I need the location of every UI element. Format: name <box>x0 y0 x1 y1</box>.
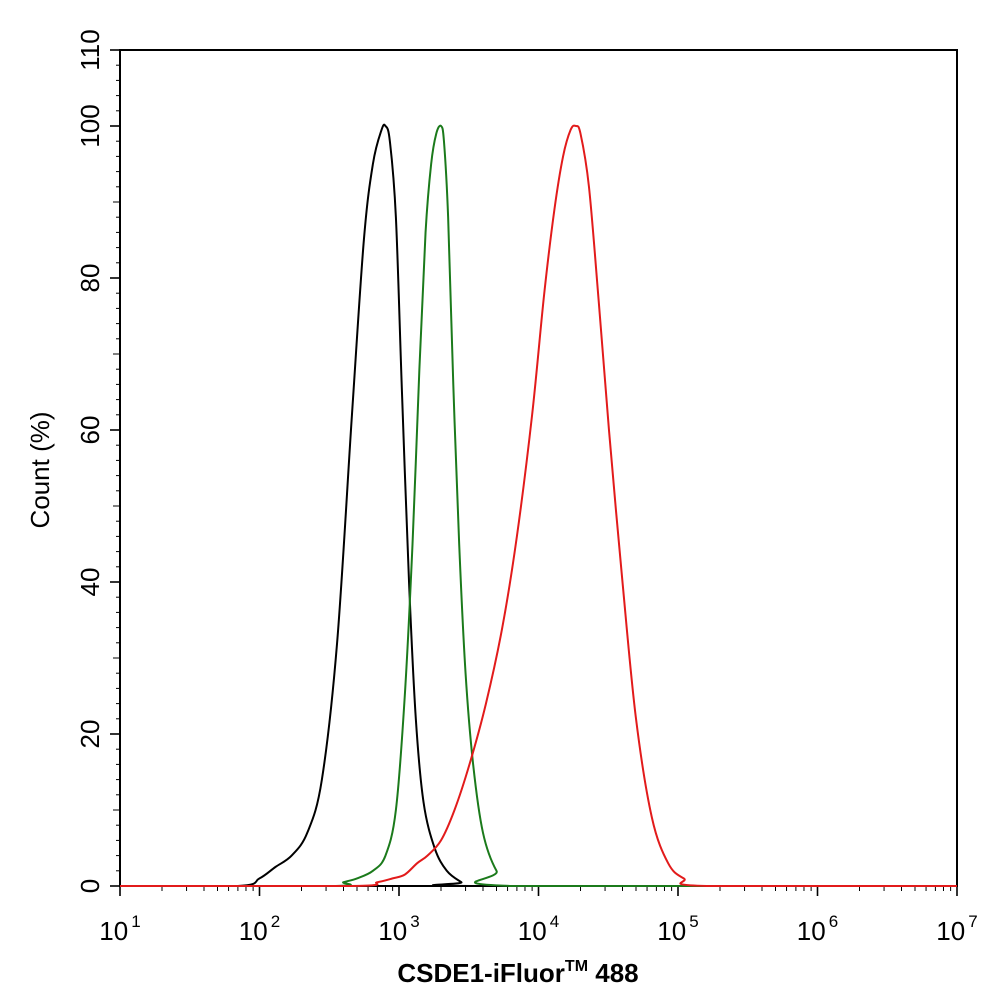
y-tick-label: 80 <box>75 264 105 293</box>
y-tick-label: 20 <box>75 720 105 749</box>
x-axis-title-tail: 488 <box>588 958 639 988</box>
x-tick-label: 10 7 <box>936 912 977 946</box>
x-axis-title-sup: TM <box>565 958 588 975</box>
x-axis-title: CSDE1-iFluorTM 488 <box>397 958 638 988</box>
y-axis-title: Count (%) <box>25 411 55 528</box>
x-tick-exponent: 4 <box>550 912 559 931</box>
x-tick-base: 10 <box>657 916 686 946</box>
x-tick-label: 10 6 <box>797 912 838 946</box>
x-tick-base: 10 <box>99 916 128 946</box>
x-tick-base: 10 <box>239 916 268 946</box>
x-tick-exponent: 6 <box>829 912 838 931</box>
x-tick-base: 10 <box>797 916 826 946</box>
x-tick-base: 10 <box>936 916 965 946</box>
x-tick-exponent: 5 <box>689 912 698 931</box>
x-tick-exponent: 2 <box>271 912 280 931</box>
x-tick-exponent: 3 <box>410 912 419 931</box>
x-tick-exponent: 7 <box>968 912 977 931</box>
x-tick-label: 10 2 <box>239 912 280 946</box>
x-axis: 10 1 10 2 10 3 10 4 10 5 10 6 10 7 <box>99 886 978 946</box>
x-axis-title-main: CSDE1-iFluor <box>397 958 565 988</box>
y-tick-label: 100 <box>75 104 105 147</box>
y-tick-label: 110 <box>75 29 105 70</box>
y-tick-label: 0 <box>75 879 105 893</box>
series-line-1 <box>120 123 957 888</box>
y-axis: 0 20 40 60 80 100 110 <box>75 29 120 893</box>
plot-frame <box>119 49 958 887</box>
x-tick-label: 10 5 <box>657 912 698 946</box>
series-line-3 <box>120 124 957 887</box>
x-tick-label: 10 4 <box>518 912 559 946</box>
x-tick-label: 10 3 <box>378 912 419 946</box>
y-tick-label: 60 <box>75 416 105 445</box>
x-tick-exponent: 1 <box>131 912 140 931</box>
x-tick-base: 10 <box>378 916 407 946</box>
x-tick-base: 10 <box>518 916 547 946</box>
series-line-2 <box>120 124 957 888</box>
y-tick-label: 40 <box>75 568 105 597</box>
x-tick-label: 10 1 <box>99 912 140 946</box>
series-layer <box>120 123 957 888</box>
